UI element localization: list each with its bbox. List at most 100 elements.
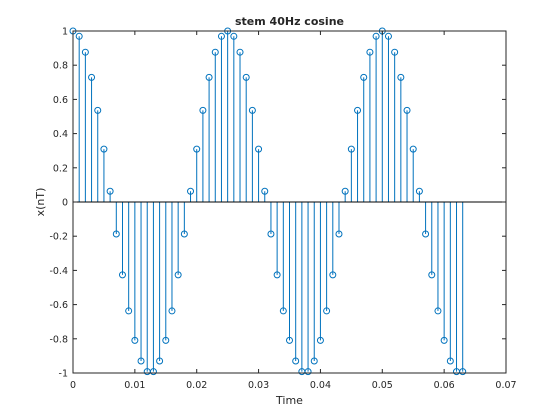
stem-point	[137, 202, 145, 365]
stem-point	[329, 202, 337, 279]
stem-marker	[180, 230, 188, 238]
stem-marker	[446, 357, 454, 365]
stem-marker	[156, 357, 164, 365]
stem-series	[69, 27, 467, 376]
y-axis-label: x(nT)	[34, 188, 47, 217]
stem-point	[391, 48, 399, 202]
stem-point	[347, 145, 355, 202]
stem-point	[397, 73, 405, 202]
x-tick-label: 0.07	[495, 380, 516, 391]
x-tick-label: 0.06	[434, 380, 455, 391]
stem-marker	[168, 307, 176, 315]
stem-point	[286, 202, 293, 344]
stem-marker	[217, 32, 225, 40]
stem-point	[304, 202, 312, 376]
stem-point	[459, 202, 467, 376]
y-tick-label: 1	[62, 27, 68, 38]
stem-point	[310, 202, 318, 365]
stem-marker	[248, 106, 256, 114]
stem-marker	[366, 48, 374, 56]
x-tick-label: 0	[70, 380, 76, 391]
stem-marker	[391, 48, 399, 56]
stem-marker	[236, 48, 244, 56]
stem-point	[248, 106, 256, 202]
stem-marker	[137, 357, 145, 365]
stem-marker	[415, 187, 423, 195]
stem-marker	[242, 73, 250, 81]
stem-point	[354, 106, 362, 202]
stem-marker	[304, 368, 312, 376]
stem-marker	[422, 230, 430, 238]
x-axis-ticks: 0 0.01 0.02 0.03 0.04 0.05 0.06 0.07	[70, 31, 517, 391]
stem-point	[106, 187, 114, 202]
stem-point	[446, 202, 454, 365]
stem-point	[261, 187, 269, 202]
stem-point	[242, 73, 250, 202]
stem-marker	[310, 357, 318, 365]
x-tick-label: 0.01	[124, 380, 145, 391]
stem-point	[279, 202, 287, 315]
y-tick-label: -0.2	[49, 232, 68, 243]
y-axis-ticks: -1 -0.8 -0.6 -0.4 -0.2 0 0.2 0.4 0.6 0.8 1	[49, 27, 506, 380]
x-axis-label: Time	[275, 394, 303, 407]
stem-marker	[372, 32, 380, 40]
stem-point	[230, 32, 238, 202]
chart-title: stem 40Hz cosine	[235, 15, 344, 28]
stem-marker	[354, 106, 362, 114]
stem-point	[125, 202, 133, 315]
stem-marker	[75, 32, 83, 40]
stem-marker	[397, 73, 405, 81]
stem-marker	[131, 336, 139, 344]
stem-marker	[440, 336, 448, 344]
stem-point	[409, 145, 417, 202]
stem-point	[292, 202, 300, 365]
stem-point	[187, 187, 195, 202]
stem-point	[316, 202, 324, 344]
stem-point	[360, 73, 368, 202]
stem-marker	[230, 32, 238, 40]
y-tick-label: -0.8	[49, 334, 68, 345]
stem-marker	[403, 106, 411, 114]
stem-point	[81, 48, 89, 202]
stem-marker	[459, 368, 467, 376]
stem-point	[168, 202, 176, 315]
stem-point	[174, 202, 182, 279]
stem-marker	[125, 307, 133, 315]
stem-point	[422, 202, 430, 238]
stem-point	[428, 202, 436, 279]
stem-marker	[106, 187, 114, 195]
stem-point	[75, 32, 83, 202]
stem-point	[403, 106, 411, 202]
stem-point	[156, 202, 164, 365]
x-tick-label: 0.03	[248, 380, 269, 391]
stem-point	[205, 73, 213, 202]
y-tick-label: 0.2	[53, 163, 68, 174]
stem-point	[255, 145, 263, 202]
stem-point	[366, 48, 374, 202]
stem-marker	[279, 307, 287, 315]
y-tick-label: 0.8	[53, 61, 68, 72]
stem-point	[199, 106, 207, 202]
stem-marker	[199, 106, 207, 114]
stem-marker	[292, 357, 300, 365]
stem-marker	[261, 187, 269, 195]
y-tick-label: -0.6	[49, 300, 68, 311]
stem-marker	[81, 48, 89, 56]
stem-point	[94, 106, 102, 202]
stem-point	[273, 202, 281, 279]
stem-marker	[94, 106, 102, 114]
stem-point	[440, 202, 448, 344]
stem-marker	[255, 145, 263, 153]
stem-marker	[118, 271, 126, 279]
stem-point	[236, 48, 244, 202]
stem-marker	[149, 368, 157, 376]
stem-marker	[193, 145, 201, 153]
x-tick-label: 0.04	[310, 380, 331, 391]
stem-point	[267, 202, 275, 238]
stem-point	[434, 202, 442, 315]
stem-marker	[112, 230, 120, 238]
stem-marker	[187, 187, 195, 195]
stem-point	[323, 202, 331, 315]
stem-point	[112, 202, 120, 238]
